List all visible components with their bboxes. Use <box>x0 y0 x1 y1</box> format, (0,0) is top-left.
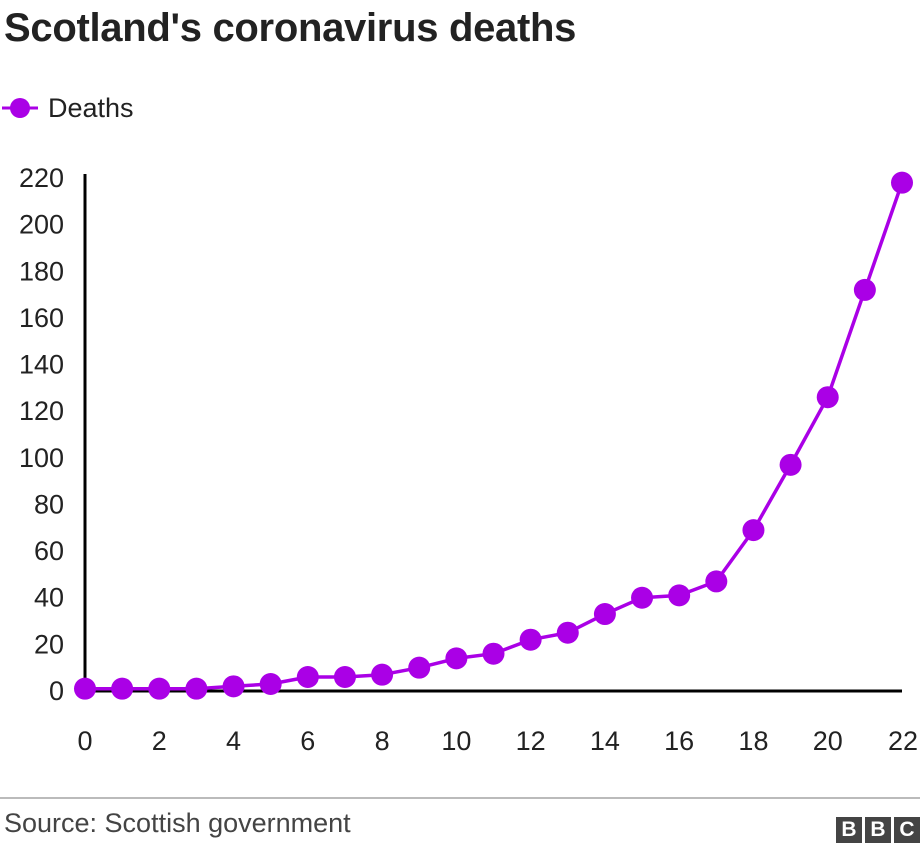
x-tick-label: 6 <box>300 726 315 756</box>
footer-divider <box>0 797 920 799</box>
x-tick-label: 10 <box>441 726 471 756</box>
data-point <box>668 584 691 607</box>
y-tick-label: 160 <box>19 303 64 333</box>
y-tick-label: 80 <box>34 489 64 519</box>
data-point <box>742 519 765 542</box>
y-tick-label: 0 <box>49 676 64 706</box>
source-note: Source: Scottish government <box>4 808 351 838</box>
x-tick-label: 4 <box>226 726 241 756</box>
data-point <box>853 278 876 301</box>
y-tick-label: 60 <box>34 536 64 566</box>
logo-letter: B <box>836 817 862 843</box>
data-point <box>222 675 245 698</box>
x-tick-label: 8 <box>375 726 390 756</box>
y-tick-label: 200 <box>19 210 64 240</box>
data-point <box>891 171 913 194</box>
data-point <box>74 677 96 700</box>
logo-letter: B <box>865 817 891 843</box>
data-point <box>705 570 728 593</box>
y-tick-label: 220 <box>19 163 64 193</box>
line-chart: 0 20 40 60 80 100 120 140 160 180 200 220 0 2 4 6 8 10 12 1… <box>19 163 918 756</box>
data-point <box>445 647 468 670</box>
x-tick-label: 2 <box>152 726 167 756</box>
data-point <box>779 453 802 476</box>
data-point <box>296 666 319 689</box>
legend: Deaths <box>0 88 134 128</box>
chart-title: Scotland's coronavirus deaths <box>4 6 577 50</box>
data-point <box>519 628 542 651</box>
y-tick-label: 180 <box>19 256 64 286</box>
bbc-logo: B B C <box>836 817 920 843</box>
x-tick-label: 20 <box>813 726 843 756</box>
y-tick-label: 20 <box>34 629 64 659</box>
legend-marker <box>2 98 38 118</box>
x-tick-label: 22 <box>888 726 918 756</box>
data-point <box>408 656 431 679</box>
x-tick-label: 16 <box>664 726 694 756</box>
x-tick-label: 14 <box>590 726 620 756</box>
y-tick-label: 100 <box>19 443 64 473</box>
data-point <box>371 663 394 686</box>
series-line-deaths <box>85 182 904 691</box>
data-point <box>185 677 208 700</box>
data-point <box>816 386 839 409</box>
data-point <box>111 677 134 700</box>
y-tick-label: 40 <box>34 583 64 613</box>
x-tick-label: 18 <box>738 726 768 756</box>
x-tick-label: 0 <box>77 726 92 756</box>
y-tick-label: 140 <box>19 350 64 380</box>
data-point <box>333 666 356 689</box>
data-point <box>593 603 616 626</box>
data-point <box>148 677 171 700</box>
data-point <box>482 642 505 665</box>
data-point <box>631 586 654 609</box>
y-tick-label: 120 <box>19 396 64 426</box>
data-point <box>259 673 282 696</box>
logo-letter: C <box>894 817 920 843</box>
x-tick-label: 12 <box>516 726 546 756</box>
data-point <box>556 621 579 644</box>
legend-label: Deaths <box>48 92 134 123</box>
